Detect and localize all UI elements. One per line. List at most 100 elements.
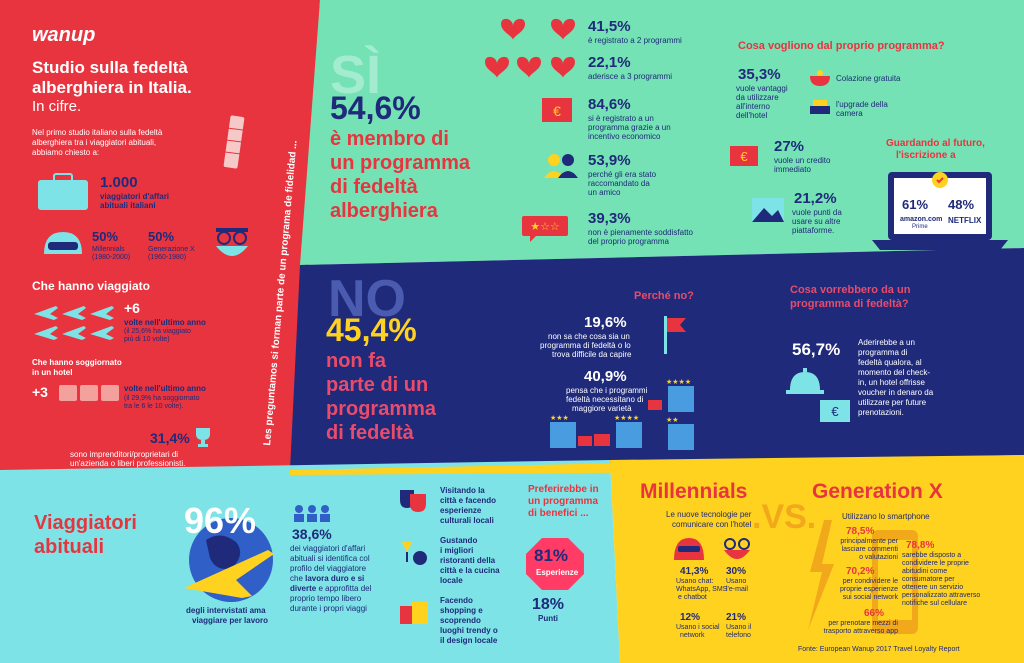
amazon-prime: Prime [912, 224, 928, 230]
reason2-l2: fedeltà necessitano di [566, 395, 644, 404]
want2-l2: immediato [774, 165, 811, 174]
rating-bubble-icon: ★☆☆ [522, 216, 568, 242]
genx-face-icon [724, 538, 750, 559]
room-upgrade-icon [810, 100, 830, 114]
experiences-label: Esperienze [536, 568, 579, 577]
activity2-l1: Gustando [440, 536, 478, 545]
hotel-l3: tra le 6 le 10 volte). [124, 403, 184, 410]
smartphone-icon [872, 530, 918, 634]
si-l3: di fedeltà [330, 176, 418, 198]
respondent-label-l1: viaggiatori d'affari [100, 192, 170, 201]
si-stat5-l2: del proprio programma [588, 237, 669, 246]
activity1-l2: città e facendo [440, 496, 497, 505]
globe-plane-icon [184, 518, 274, 602]
phone1-l1: principalmente per [840, 538, 898, 545]
want1-b-l2: camera [836, 109, 863, 118]
activity1-l1: Visitando la [440, 486, 485, 495]
si-l2: un programma [330, 152, 471, 174]
svg-text:€: € [831, 404, 839, 419]
phone-pct: 21% [726, 612, 747, 623]
phone2-pct: 70,2% [846, 566, 875, 577]
lightning-divider-icon [808, 520, 834, 630]
want1-a: Colazione gratuita [836, 74, 901, 83]
tech-l2: comunicare con l'hotel [672, 520, 752, 529]
amazon-logo: amazon.com [900, 216, 943, 223]
activity3-l5: il design locale [440, 636, 498, 645]
want3-pct: 21,2% [794, 190, 837, 207]
si-stat2-text: aderisce a 3 programmi [588, 72, 673, 81]
travel-l1: volte nell'ultimo anno [124, 318, 206, 327]
genx-years: (1960-1980) [148, 254, 187, 261]
phone4-l3: abitudini come [902, 568, 948, 575]
millennials-years: (1980-2000) [92, 254, 131, 261]
si-stat1-pct: 41,5% [588, 18, 631, 35]
shopping-bags-icon [400, 602, 428, 624]
email-pct: 30% [726, 566, 747, 577]
hotel-l1: volte nell'ultimo anno [124, 384, 206, 393]
si-stat1-text: è registrato a 2 programmi [588, 36, 682, 45]
euro-bill-icon: € [542, 98, 572, 122]
brand-logo: wanup [32, 24, 96, 46]
activity1-l4: culturali locali [440, 516, 494, 525]
si-stat5-l1: non è pienamente soddisfatto [588, 228, 693, 237]
email-l1: Usano [726, 578, 747, 585]
millennial-face-icon [674, 538, 704, 560]
pref-l2: un programma [528, 496, 599, 507]
activity2-l2: i migliori [440, 546, 474, 555]
genx-avatar-icon [216, 228, 248, 256]
svg-text:★★: ★★ [666, 416, 679, 424]
no-pct: 45,4% [326, 312, 417, 348]
no-word: NO [328, 270, 406, 328]
reason1-l1: non sa che cosa sia un [548, 332, 630, 341]
friends-icon [544, 154, 578, 178]
no-l1: non fa [326, 350, 386, 372]
svg-text:★★★★: ★★★★ [614, 414, 639, 422]
calendars-icon [59, 385, 119, 401]
tech-l1: Le nuove tecnologie per [666, 510, 752, 519]
respondent-label-l2: abituali italiani [100, 201, 156, 210]
reason2-l3: maggiore varietà [572, 404, 632, 413]
points-pct: 18% [532, 596, 565, 613]
reception-bell-icon [786, 368, 824, 394]
reason2-l1: pensa che i programmi [566, 386, 648, 395]
svg-text:★★★: ★★★ [550, 414, 569, 422]
si-l1: è membro di [330, 128, 449, 150]
activity3-l1: Facendo [440, 596, 473, 605]
future-l2: l'iscrizione a [896, 150, 956, 161]
si-stat3-pct: 84,6% [588, 96, 631, 113]
genx-heading: Generation X [812, 480, 943, 503]
social-l2: network [680, 632, 705, 639]
reason1-l3: trova difficile da capire [552, 350, 632, 359]
chat-l1: Usano chat: [676, 578, 714, 585]
svg-text:€: € [553, 103, 561, 119]
voucher-l1: Aderirebbe a un [858, 338, 915, 347]
travel-l3: più di 10 volte) [124, 336, 170, 343]
millennials-pct: 50% [92, 229, 119, 244]
si-stat4-l1: perché gli era stato [588, 170, 657, 179]
genx-label: Generazione X [148, 246, 195, 253]
phone3-l2: trasporto attraverso app [823, 628, 898, 635]
big-96-l2: viaggiare per lavoro [192, 616, 269, 625]
travel-heading: Che hanno viaggiato [32, 279, 151, 293]
future-l1: Guardando al futuro, [886, 138, 985, 149]
activity2-l4: città e la cucina [440, 566, 500, 575]
si-stat3-l3: incentivo economico [588, 132, 661, 141]
experiences-pct: 81% [534, 546, 569, 565]
activity3-l3: scoprendo [440, 616, 481, 625]
leaning-tower-icon [223, 115, 245, 169]
si-pct: 54,6% [330, 90, 421, 126]
mid-l2: abituali si identifica col [290, 554, 370, 563]
activity3-l4: luoghi trendy o [440, 626, 498, 635]
si-stat4-l2: raccomandato da [588, 179, 650, 188]
phone4-l1: sarebbe disposto a [902, 552, 962, 559]
phone4-l6: personalizzato attraverso [902, 592, 981, 599]
experiences-octagon-icon [526, 538, 584, 590]
phone1-pct: 78,5% [846, 526, 875, 537]
phone-l2: telefono [726, 632, 751, 639]
millennials-heading: Millennials [640, 480, 748, 503]
activity2-l5: locale [440, 576, 463, 585]
phone4-l5: ottenere un servizio [902, 584, 964, 591]
want1-pct: 35,3% [738, 66, 781, 83]
millennials-label: Millennials [92, 246, 125, 253]
netflix-logo: NETFLIX [948, 216, 982, 225]
